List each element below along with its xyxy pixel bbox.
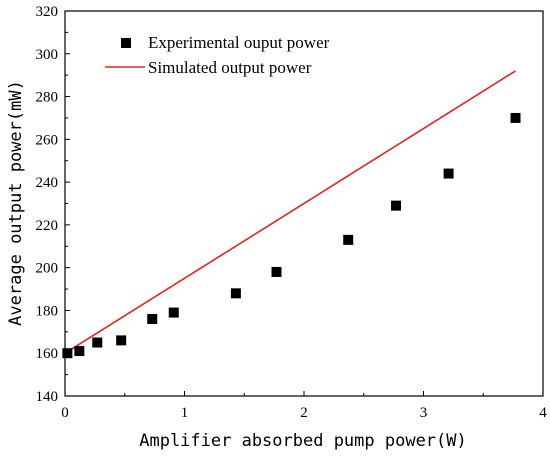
y-tick-label: 300 xyxy=(36,47,59,63)
x-tick-label: 0 xyxy=(61,405,69,421)
experimental-data-point xyxy=(443,168,454,179)
experimental-data-point xyxy=(391,200,402,211)
legend: Experimental ouput power Simulated outpu… xyxy=(105,33,330,77)
experimental-data-point xyxy=(116,335,127,346)
y-tick-label: 180 xyxy=(36,303,59,319)
x-tick-label: 1 xyxy=(181,405,189,421)
x-axis: 0 1 2 3 4 xyxy=(61,391,547,421)
experimental-data-point xyxy=(168,307,179,318)
legend-marker-experimental xyxy=(121,38,131,48)
legend-label-simulated: Simulated output power xyxy=(148,58,312,77)
y-tick-label: 160 xyxy=(36,346,59,362)
simulated-output-line xyxy=(64,70,516,354)
experimental-data-point xyxy=(343,234,354,245)
x-tick-label: 2 xyxy=(300,405,308,421)
series-layer xyxy=(62,70,521,359)
experimental-data-point xyxy=(510,112,521,123)
y-tick-label: 280 xyxy=(36,90,59,106)
experimental-data-point xyxy=(230,288,241,299)
experimental-data-point xyxy=(271,266,282,277)
y-axis: 140 160 180 200 220 240 260 280 300 320 xyxy=(36,4,70,405)
y-tick-label: 220 xyxy=(36,218,59,234)
experimental-data-point xyxy=(62,348,73,359)
y-axis-title: Average output power(mW) xyxy=(6,80,26,326)
y-tick-label: 320 xyxy=(36,4,59,20)
y-tick-label: 140 xyxy=(36,389,59,405)
x-tick-label: 4 xyxy=(539,405,547,421)
y-tick-label: 240 xyxy=(36,175,59,191)
experimental-data-point xyxy=(147,314,158,324)
y-tick-label: 200 xyxy=(36,261,59,277)
x-axis-title: Amplifier absorbed pump power(W) xyxy=(139,431,467,451)
experimental-data-point xyxy=(92,337,103,348)
x-tick-label: 3 xyxy=(420,405,428,421)
legend-label-experimental: Experimental ouput power xyxy=(148,33,330,52)
experimental-data-point xyxy=(74,346,85,357)
y-tick-label: 260 xyxy=(36,132,59,148)
